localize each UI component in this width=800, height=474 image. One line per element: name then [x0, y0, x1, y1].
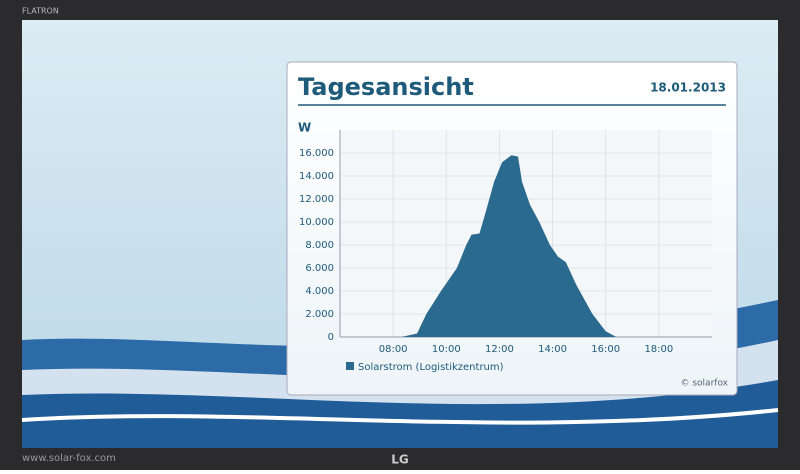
y-tick-label: 0	[328, 332, 334, 343]
y-tick-label: 6.000	[305, 263, 334, 274]
legend-label: Solarstrom (Logistikzentrum)	[358, 362, 504, 373]
x-tick-label: 10:00	[432, 344, 461, 355]
logo: LG	[391, 453, 409, 467]
date: 18.01.2013	[650, 81, 726, 95]
y-tick-label: 16.000	[299, 148, 334, 159]
y-tick-label: 10.000	[299, 217, 334, 228]
x-tick-label: 16:00	[591, 344, 620, 355]
x-tick-label: 14:00	[538, 344, 567, 355]
x-tick-label: 12:00	[485, 344, 514, 355]
url: www.solar-fox.com	[22, 453, 116, 464]
y-tick-label: 2.000	[305, 309, 334, 320]
area	[379, 155, 633, 337]
brand: FLATRON	[22, 7, 59, 16]
legend-swatch	[346, 362, 354, 370]
y-tick-label: 14.000	[299, 171, 334, 182]
wave-line	[21, 408, 779, 425]
wave	[22, 380, 778, 448]
y-tick-label: 4.000	[305, 286, 334, 297]
x-tick-label: 18:00	[644, 344, 673, 355]
y-tick-label: 8.000	[305, 240, 334, 251]
y-tick-label: 12.000	[299, 194, 334, 205]
x-tick-label: 08:00	[379, 344, 408, 355]
chart-title: Tagesansicht	[298, 73, 474, 101]
credit: © solarfox	[681, 379, 729, 389]
y-axis-label: W	[298, 121, 311, 135]
